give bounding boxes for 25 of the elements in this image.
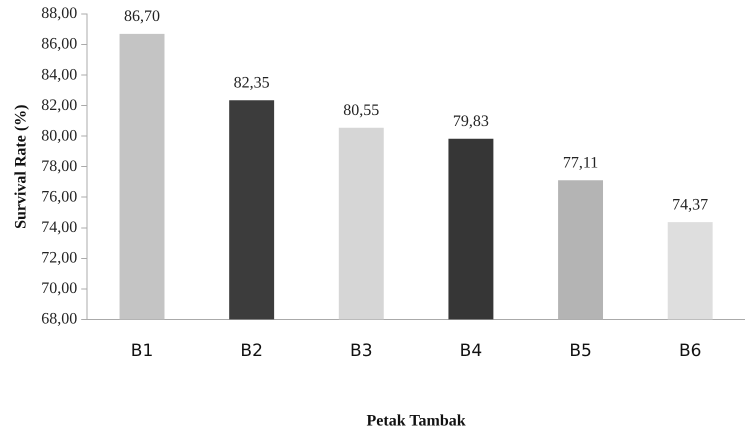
x-axis-title: Petak Tambak — [366, 412, 466, 430]
data-label: 74,37 — [672, 196, 708, 214]
data-label: 82,35 — [234, 74, 270, 92]
y-tick-label: 80,00 — [41, 127, 78, 144]
x-tick-label: B2 — [240, 341, 263, 362]
y-tick-label: 78,00 — [41, 158, 78, 175]
x-tick-label: B3 — [350, 341, 373, 362]
data-label: 86,70 — [124, 8, 160, 26]
x-tick-label: B1 — [130, 341, 154, 362]
y-tick-label: 68,00 — [41, 310, 78, 328]
y-tick-label: 72,00 — [41, 250, 78, 267]
y-tick-label: 86,00 — [41, 36, 78, 53]
data-label: 79,83 — [452, 112, 489, 130]
y-tick-label: 76,00 — [41, 188, 78, 206]
x-tick-label: B5 — [569, 341, 592, 362]
x-tick-label: B6 — [678, 341, 702, 362]
y-tick-label: 84,00 — [41, 66, 78, 84]
y-tick-label: 82,00 — [41, 96, 78, 114]
data-label: 80,55 — [343, 102, 380, 119]
y-axis-title: Survival Rate (%) — [12, 104, 30, 229]
data-label: 77,11 — [562, 154, 598, 172]
y-tick-label: 88,00 — [41, 5, 78, 22]
y-tick-label: 70,00 — [41, 280, 78, 298]
x-tick-label: B4 — [460, 341, 482, 362]
y-tick-label: 74,00 — [41, 218, 78, 236]
